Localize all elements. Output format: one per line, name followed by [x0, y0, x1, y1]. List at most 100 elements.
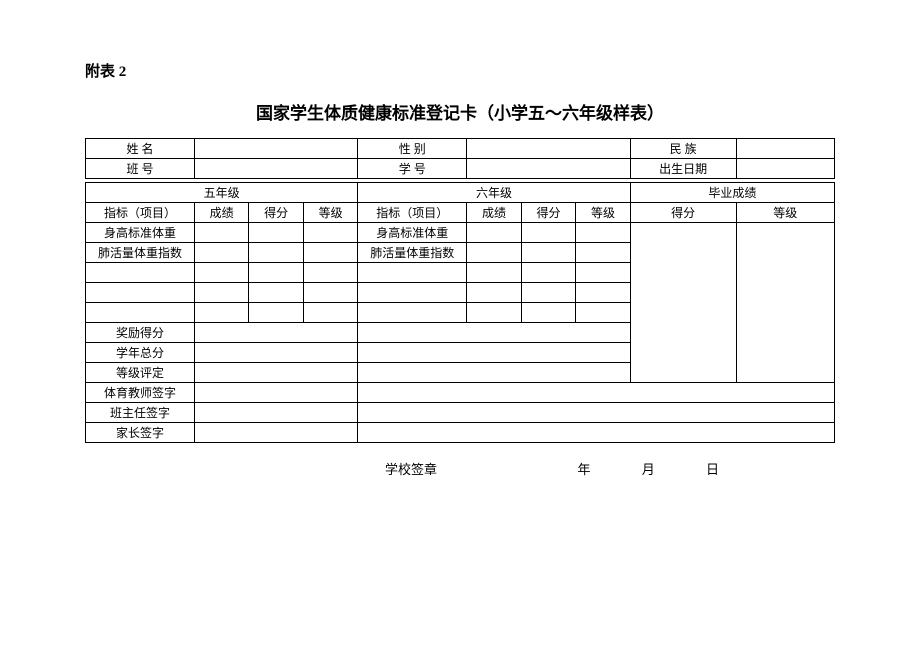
year-total-label: 学年总分 [86, 343, 195, 363]
level-6-2[interactable] [576, 243, 630, 263]
indicator-6-1: 身高标准体重 [358, 223, 467, 243]
level-5-2[interactable] [303, 243, 357, 263]
year-total-5[interactable] [194, 343, 357, 363]
level-6-4[interactable] [576, 283, 630, 303]
pe-teacher-row: 体育教师签字 [86, 383, 835, 403]
points-5-5[interactable] [249, 303, 303, 323]
score-5-5[interactable] [194, 303, 248, 323]
day-label: 日 [706, 462, 719, 477]
score-6-5[interactable] [467, 303, 521, 323]
column-header-row: 指标（项目） 成绩 得分 等级 指标（项目） 成绩 得分 等级 得分 等级 [86, 203, 835, 223]
level-6-5[interactable] [576, 303, 630, 323]
points-5-4[interactable] [249, 283, 303, 303]
ethnicity-value[interactable] [736, 139, 834, 159]
score-6-3[interactable] [467, 263, 521, 283]
score-5-4[interactable] [194, 283, 248, 303]
grad-score-header: 毕业成绩 [630, 183, 834, 203]
col-level-6: 等级 [576, 203, 630, 223]
gender-value[interactable] [467, 139, 630, 159]
year-total-6[interactable] [358, 343, 630, 363]
parent-label: 家长签字 [86, 423, 195, 443]
indicator-6-5[interactable] [358, 303, 467, 323]
grade6-header: 六年级 [358, 183, 630, 203]
studentno-value[interactable] [467, 159, 630, 179]
indicator-5-3[interactable] [86, 263, 195, 283]
col-indicator-6: 指标（项目） [358, 203, 467, 223]
studentno-label: 学 号 [358, 159, 467, 179]
bonus-6[interactable] [358, 323, 630, 343]
footer-line: 学校签章 年 月 日 [85, 459, 835, 478]
level-5-4[interactable] [303, 283, 357, 303]
points-6-4[interactable] [521, 283, 575, 303]
section-header-row: 五年级 六年级 毕业成绩 [86, 183, 835, 203]
score-6-2[interactable] [467, 243, 521, 263]
gender-label: 性 别 [358, 139, 467, 159]
col-level-grad: 等级 [736, 203, 834, 223]
parent-5[interactable] [194, 423, 357, 443]
points-6-3[interactable] [521, 263, 575, 283]
col-points-5: 得分 [249, 203, 303, 223]
pe-teacher-5[interactable] [194, 383, 357, 403]
name-value[interactable] [194, 139, 357, 159]
homeroom-6[interactable] [358, 403, 835, 423]
info-row-2: 班 号 学 号 出生日期 [86, 159, 835, 179]
birth-label: 出生日期 [630, 159, 736, 179]
points-5-2[interactable] [249, 243, 303, 263]
indicator-5-1: 身高标准体重 [86, 223, 195, 243]
pe-teacher-label: 体育教师签字 [86, 383, 195, 403]
main-table: 姓 名 性 别 民 族 班 号 学 号 出生日期 五年级 六年级 毕业成绩 指标… [85, 138, 835, 443]
name-label: 姓 名 [86, 139, 195, 159]
month-label: 月 [642, 462, 655, 477]
points-6-5[interactable] [521, 303, 575, 323]
col-level-5: 等级 [303, 203, 357, 223]
ethnicity-label: 民 族 [630, 139, 736, 159]
appendix-label: 附表 2 [85, 60, 835, 81]
homeroom-5[interactable] [194, 403, 357, 423]
score-6-4[interactable] [467, 283, 521, 303]
score-5-3[interactable] [194, 263, 248, 283]
indicator-6-3[interactable] [358, 263, 467, 283]
parent-row: 家长签字 [86, 423, 835, 443]
points-6-2[interactable] [521, 243, 575, 263]
level-6-1[interactable] [576, 223, 630, 243]
class-label: 班 号 [86, 159, 195, 179]
indicator-5-2: 肺活量体重指数 [86, 243, 195, 263]
score-5-2[interactable] [194, 243, 248, 263]
bonus-5[interactable] [194, 323, 357, 343]
level-5-3[interactable] [303, 263, 357, 283]
homeroom-label: 班主任签字 [86, 403, 195, 423]
level-5-1[interactable] [303, 223, 357, 243]
level-6-3[interactable] [576, 263, 630, 283]
grade5-header: 五年级 [86, 183, 358, 203]
parent-6[interactable] [358, 423, 835, 443]
col-score-5: 成绩 [194, 203, 248, 223]
score-5-1[interactable] [194, 223, 248, 243]
score-6-1[interactable] [467, 223, 521, 243]
year-label: 年 [578, 462, 591, 477]
level-eval-label: 等级评定 [86, 363, 195, 383]
school-seal-label: 学校签章 [385, 462, 437, 477]
class-value[interactable] [194, 159, 357, 179]
grad-points-cell[interactable] [630, 223, 736, 383]
indicator-5-5[interactable] [86, 303, 195, 323]
indicator-6-4[interactable] [358, 283, 467, 303]
level-eval-5[interactable] [194, 363, 357, 383]
col-points-6: 得分 [521, 203, 575, 223]
grad-level-cell[interactable] [736, 223, 834, 383]
indicator-6-2: 肺活量体重指数 [358, 243, 467, 263]
bonus-label: 奖励得分 [86, 323, 195, 343]
col-points-grad: 得分 [630, 203, 736, 223]
points-6-1[interactable] [521, 223, 575, 243]
homeroom-row: 班主任签字 [86, 403, 835, 423]
level-eval-6[interactable] [358, 363, 630, 383]
indicator-5-4[interactable] [86, 283, 195, 303]
indicator-row-1: 身高标准体重 身高标准体重 [86, 223, 835, 243]
info-row-1: 姓 名 性 别 民 族 [86, 139, 835, 159]
col-score-6: 成绩 [467, 203, 521, 223]
points-5-1[interactable] [249, 223, 303, 243]
points-5-3[interactable] [249, 263, 303, 283]
birth-value[interactable] [736, 159, 834, 179]
document-title: 国家学生体质健康标准登记卡（小学五～六年级样表） [85, 99, 835, 124]
level-5-5[interactable] [303, 303, 357, 323]
pe-teacher-6[interactable] [358, 383, 835, 403]
